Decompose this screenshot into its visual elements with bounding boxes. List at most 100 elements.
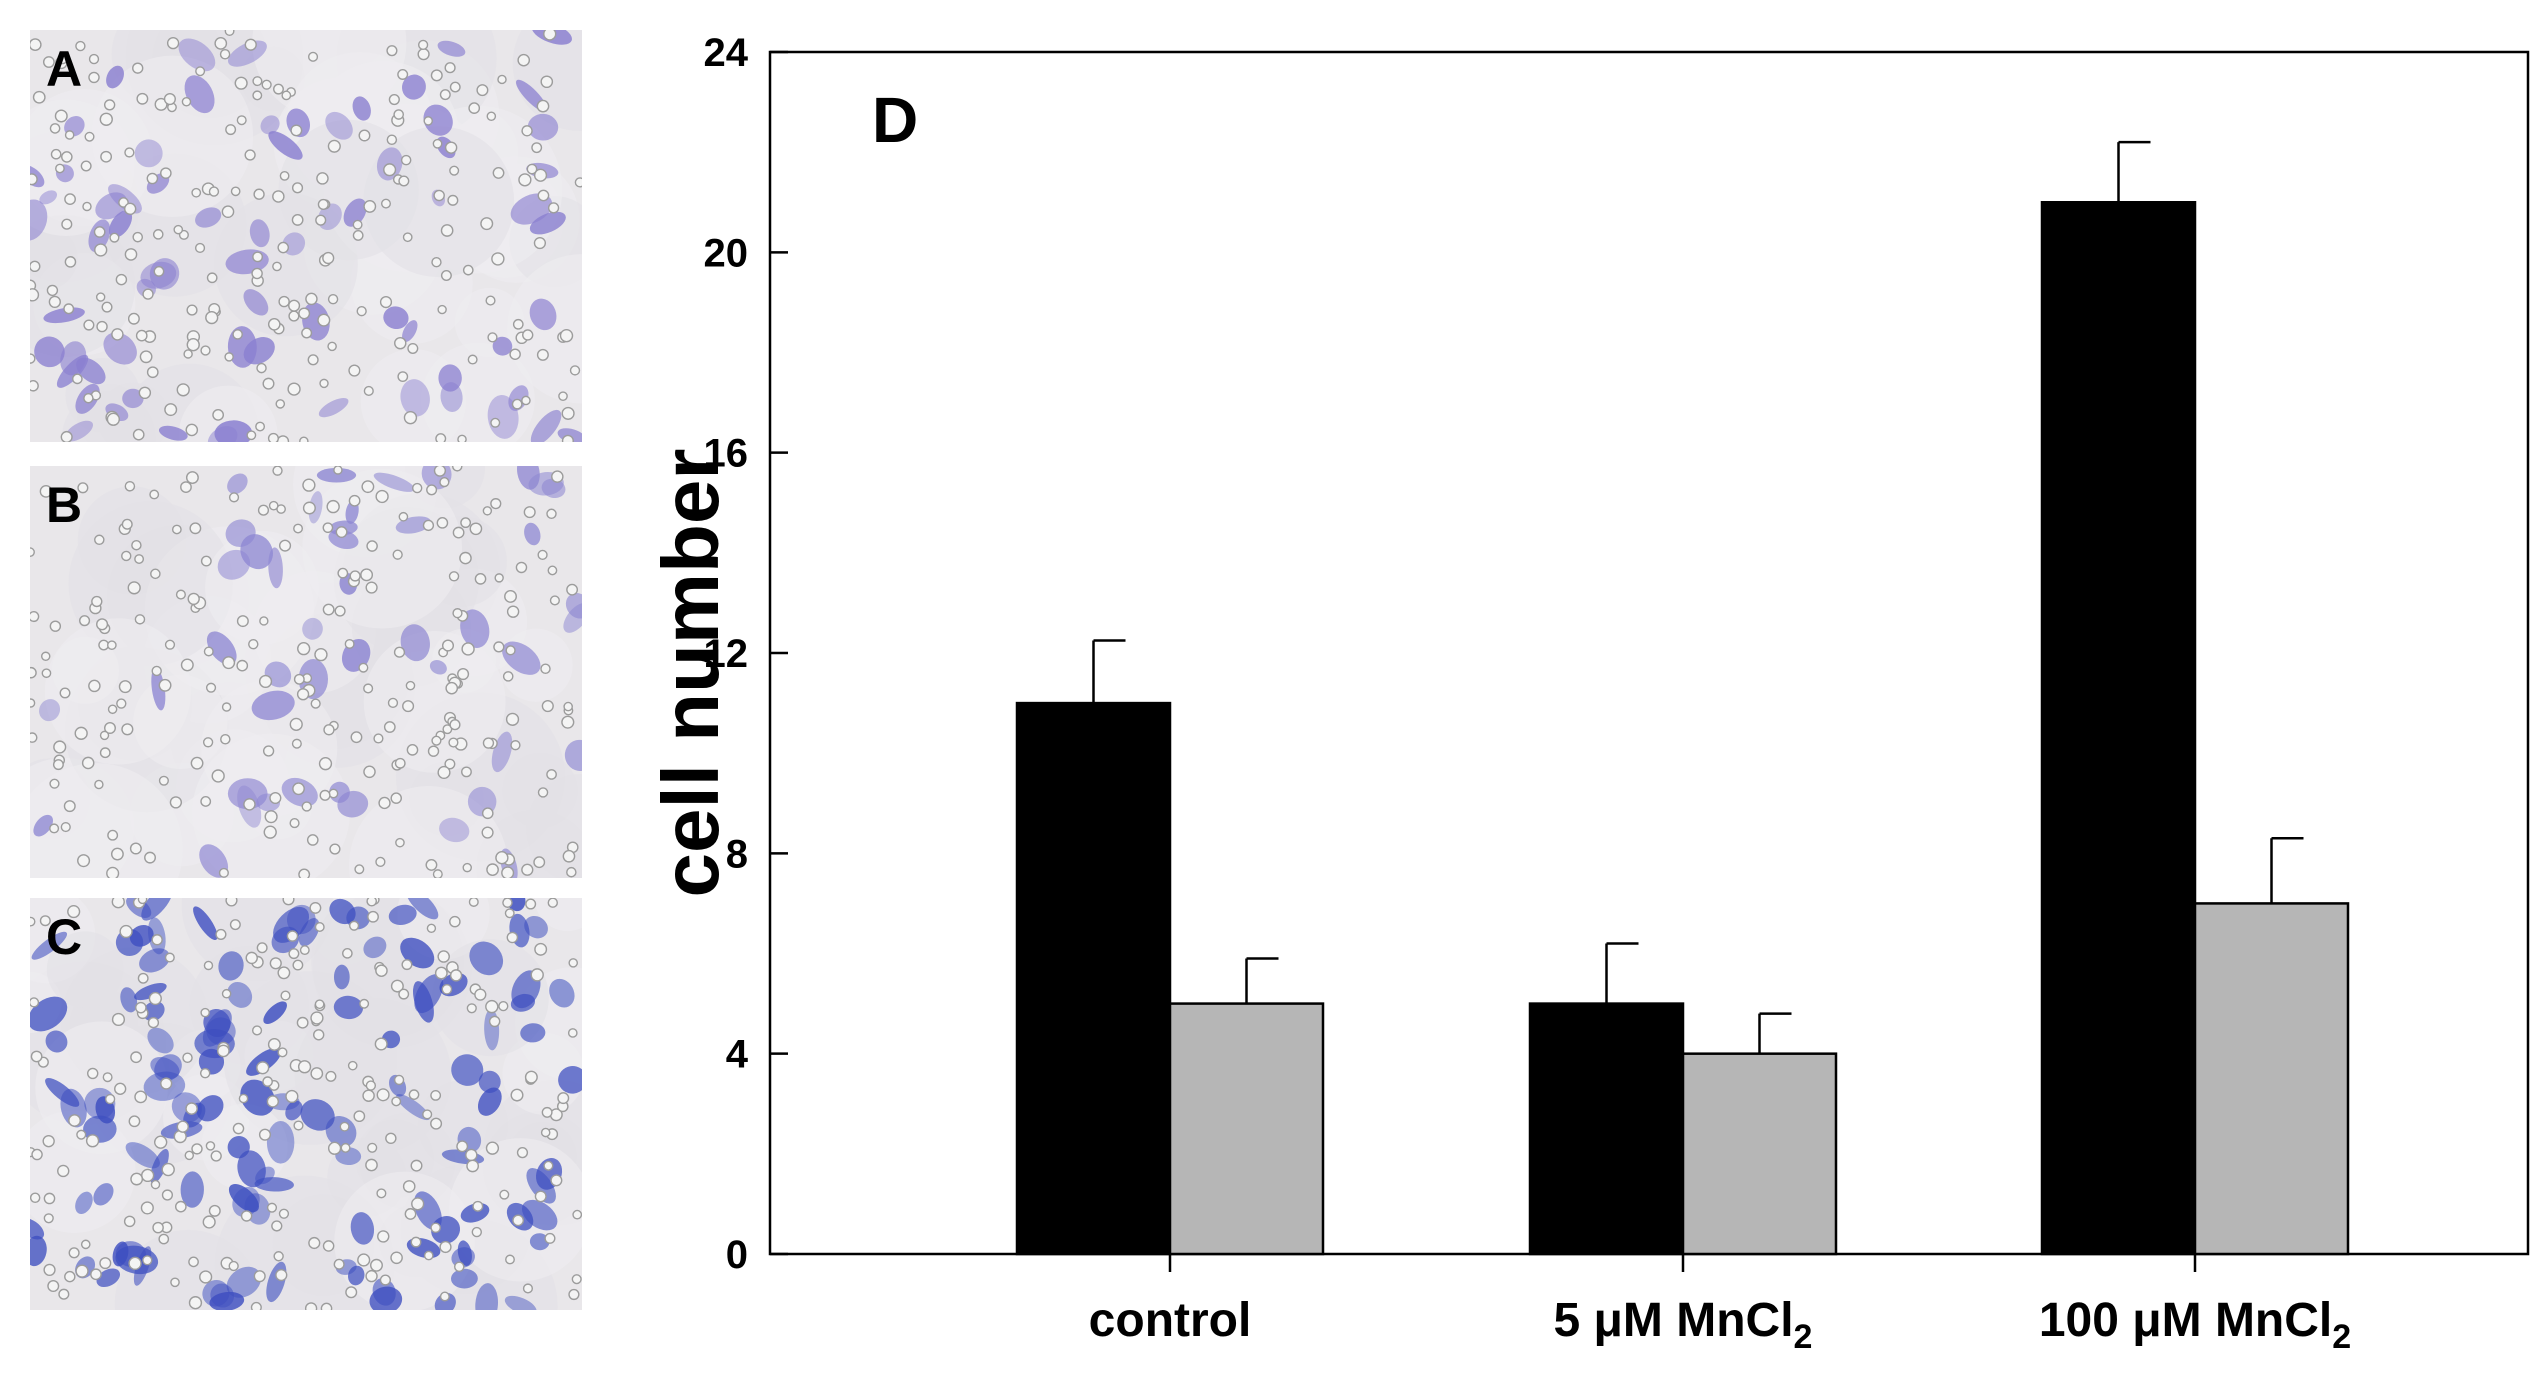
- membrane-pore: [540, 1127, 551, 1138]
- bar-series-2-1: [1168, 1002, 1325, 1256]
- category-label-3: 100 μM MnCl2: [2039, 1294, 2351, 1356]
- membrane-pore: [437, 950, 450, 963]
- membrane-pore: [82, 201, 92, 212]
- membrane-pore: [440, 224, 454, 237]
- membrane-pore: [150, 568, 161, 580]
- membrane-pore: [142, 288, 154, 300]
- membrane-pore: [236, 615, 249, 628]
- membrane-pore: [566, 866, 577, 878]
- membrane-pore: [430, 1117, 443, 1130]
- bar-series-2-3: [2193, 902, 2350, 1256]
- membrane-pore: [291, 182, 304, 194]
- membrane-pore: [266, 1095, 280, 1108]
- membrane-pore: [436, 516, 449, 529]
- membrane-pore: [30, 1192, 41, 1203]
- background-mottle: [349, 786, 508, 878]
- membrane-pore: [219, 48, 231, 60]
- membrane-pore: [448, 571, 460, 582]
- stained-cell: [76, 357, 106, 385]
- membrane-pore: [72, 373, 83, 385]
- membrane-pore: [30, 698, 36, 708]
- category-label-1: control: [1089, 1294, 1252, 1347]
- membrane-pore: [422, 1109, 433, 1120]
- membrane-pore: [486, 863, 499, 877]
- membrane-pore: [42, 56, 55, 68]
- membrane-pore: [437, 304, 447, 315]
- membrane-pore: [337, 567, 349, 579]
- membrane-pore: [114, 1082, 127, 1095]
- stained-cell: [120, 987, 138, 1013]
- membrane-pore: [30, 547, 35, 558]
- membrane-pore: [164, 403, 178, 417]
- membrane-pore: [277, 966, 291, 980]
- membrane-pore: [352, 230, 364, 241]
- stained-cell: [527, 113, 559, 141]
- membrane-pore: [453, 1261, 465, 1273]
- membrane-pore: [171, 524, 182, 535]
- stained-cell: [325, 111, 353, 140]
- membrane-pore: [275, 399, 286, 409]
- membrane-pore: [365, 1080, 377, 1091]
- stained-cell: [400, 379, 430, 417]
- membrane-pore: [115, 273, 128, 286]
- stained-cell: [193, 906, 218, 941]
- membrane-pore: [316, 172, 329, 185]
- membrane-pore: [365, 1269, 378, 1283]
- stained-cell: [195, 207, 222, 228]
- stained-cell: [520, 1023, 546, 1043]
- membrane-pore: [561, 406, 575, 420]
- membrane-pore: [309, 901, 322, 914]
- membrane-pore: [59, 687, 71, 699]
- stained-cell: [226, 1266, 262, 1298]
- stained-cell: [300, 1099, 335, 1131]
- membrane-pore: [392, 549, 403, 560]
- membrane-pore: [104, 721, 116, 734]
- membrane-pore: [442, 724, 453, 735]
- stained-cell: [228, 1183, 259, 1213]
- membrane-pore: [462, 862, 472, 873]
- membrane-pore: [210, 1150, 222, 1162]
- membrane-pore: [202, 1215, 216, 1229]
- membrane-pore: [147, 1017, 160, 1029]
- y-tick-label: 8: [726, 832, 748, 876]
- membrane-pore: [95, 292, 106, 302]
- membrane-pore: [224, 30, 235, 37]
- membrane-pore: [244, 149, 256, 161]
- micrograph-a-image: [30, 30, 582, 442]
- membrane-pore: [267, 317, 281, 331]
- stained-cell: [240, 1079, 275, 1116]
- membrane-pore: [293, 523, 304, 534]
- membrane-pore: [568, 958, 579, 968]
- membrane-pore: [344, 638, 355, 649]
- membrane-pore: [170, 1277, 180, 1288]
- membrane-pore: [134, 614, 146, 625]
- membrane-pore: [99, 1257, 112, 1270]
- stained-cell: [96, 1268, 121, 1288]
- membrane-pore: [491, 252, 505, 266]
- membrane-pore: [348, 364, 361, 377]
- membrane-pore: [211, 769, 225, 783]
- stained-cell: [510, 193, 553, 225]
- membrane-pore: [221, 702, 232, 712]
- membrane-pore: [158, 678, 172, 692]
- membrane-pore: [435, 433, 447, 442]
- membrane-pore: [534, 1190, 547, 1203]
- membrane-pore: [127, 312, 140, 325]
- membrane-pore: [68, 1114, 81, 1127]
- membrane-pore: [459, 551, 472, 565]
- stained-cell: [251, 690, 295, 721]
- membrane-pore: [490, 498, 502, 510]
- membrane-pore: [322, 603, 335, 616]
- membrane-pore: [449, 165, 460, 176]
- membrane-pore: [400, 154, 412, 166]
- membrane-pore: [310, 1067, 324, 1080]
- membrane-pore: [385, 1132, 397, 1145]
- membrane-pore: [256, 1061, 270, 1075]
- membrane-pore: [431, 257, 442, 268]
- membrane-pore: [296, 688, 310, 701]
- membrane-pore: [423, 1250, 434, 1261]
- membrane-pore: [524, 1070, 538, 1084]
- membrane-pore: [452, 526, 465, 539]
- membrane-pore: [534, 942, 548, 956]
- membrane-pore: [352, 219, 363, 230]
